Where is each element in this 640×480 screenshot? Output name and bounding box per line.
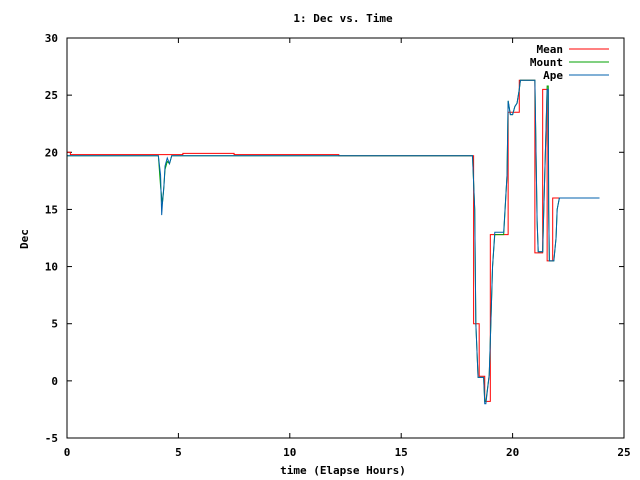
x-tick-label: 25 — [617, 446, 630, 459]
series-lines — [67, 79, 600, 405]
x-tick-label: 15 — [395, 446, 408, 459]
legend-label-mount: Mount — [530, 56, 563, 69]
y-tick-label: 15 — [45, 203, 58, 216]
x-tick-label: 20 — [506, 446, 519, 459]
y-tick-label: 10 — [45, 261, 58, 274]
y-tick-label: -5 — [45, 432, 58, 445]
series-line-ape — [67, 79, 600, 405]
x-tick-label: 0 — [64, 446, 71, 459]
y-tick-label: 5 — [51, 318, 58, 331]
x-tick-label: 5 — [175, 446, 182, 459]
legend-label-mean: Mean — [537, 43, 564, 56]
y-axis-label: Dec — [18, 229, 31, 249]
legend-label-ape: Ape — [543, 69, 563, 82]
y-tick-label: 25 — [45, 89, 58, 102]
y-tick-label: 30 — [45, 32, 58, 45]
x-axis-label: time (Elapse Hours) — [280, 464, 406, 477]
plot-frame — [66, 37, 625, 439]
chart-title: 1: Dec vs. Time — [293, 12, 393, 25]
x-tick-label: 10 — [283, 446, 296, 459]
y-tick-label: 20 — [45, 146, 58, 159]
tick-labels: 0 5 10 15 20 25 -5 0 5 10 15 20 25 30 — [45, 32, 631, 459]
y-tick-label: 0 — [51, 375, 58, 388]
